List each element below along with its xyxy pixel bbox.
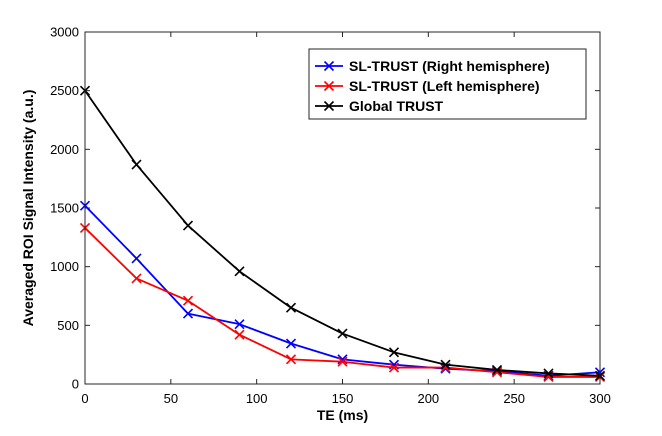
axis-ticks: 0 50 100 150 200 250 3000500100015002000250030… <box>50 25 611 407</box>
legend-item: SL-TRUST (Right hemisphere) <box>315 58 550 74</box>
data-point <box>131 159 142 170</box>
axes-box <box>84 31 601 385</box>
legend-item: Global TRUST <box>315 98 444 114</box>
legend-label: Global TRUST <box>349 98 444 114</box>
x-tick-label: 0 <box>81 391 88 406</box>
legend: SL-TRUST (Right hemisphere) SL-TRUST (Lef… <box>308 48 587 120</box>
y-tick-label: 0 <box>72 377 79 392</box>
data-point <box>543 368 554 379</box>
legend-marker <box>323 60 335 72</box>
x-tick-label: 250 <box>503 391 525 406</box>
x-tick-label: 100 <box>246 391 268 406</box>
x-tick-label: 200 <box>417 391 439 406</box>
y-tick-label: 1000 <box>50 259 79 274</box>
data-point <box>285 338 297 349</box>
data-point <box>234 266 245 277</box>
y-tick-label: 3000 <box>50 25 79 40</box>
legend-marker <box>323 100 335 112</box>
legend-box <box>308 48 587 120</box>
legend-marker <box>323 80 335 92</box>
y-axis-label: Averaged ROI Signal Intensity (a.u.) <box>20 90 36 327</box>
data-point <box>234 319 245 330</box>
y-tick-label: 2000 <box>50 142 79 157</box>
data-point <box>440 359 451 370</box>
data-point <box>285 302 297 313</box>
legend-label: SL-TRUST (Right hemisphere) <box>349 58 550 74</box>
data-point <box>285 354 297 365</box>
legend-label: SL-TRUST (Left hemisphere) <box>349 78 540 94</box>
data-point <box>491 364 503 375</box>
data-point <box>131 273 142 284</box>
data-point <box>491 366 503 377</box>
legend-item: SL-TRUST (Left hemisphere) <box>315 78 540 94</box>
data-point <box>131 253 142 264</box>
data-point <box>182 220 194 231</box>
data-point <box>388 347 400 358</box>
x-tick-label: 50 <box>164 391 178 406</box>
y-tick-label: 2500 <box>50 83 79 98</box>
y-tick-label: 1500 <box>50 201 79 216</box>
y-tick-label: 500 <box>57 318 79 333</box>
data-point <box>337 356 348 367</box>
data-point <box>337 328 348 339</box>
x-tick-label: 150 <box>332 391 354 406</box>
data-point <box>182 308 194 319</box>
data-point <box>182 295 194 306</box>
x-tick-label: 300 <box>589 391 611 406</box>
x-axis-label: TE (ms) <box>317 407 368 423</box>
data-point <box>234 329 245 340</box>
data-point <box>388 362 400 373</box>
